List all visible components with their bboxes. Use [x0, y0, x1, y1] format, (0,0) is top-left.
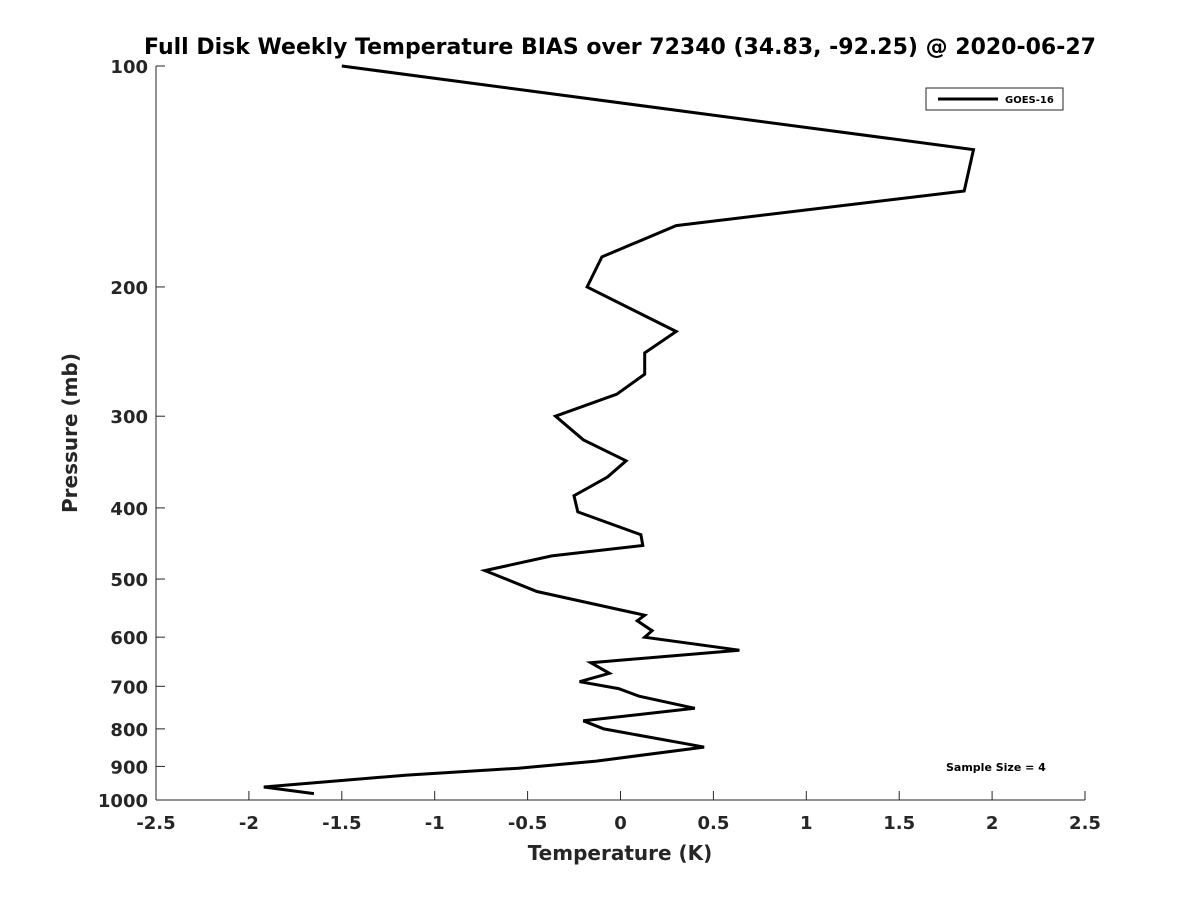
series-layer	[263, 64, 976, 796]
y-axis-label: Pressure (mb)	[58, 353, 82, 513]
x-tick-label: 2	[986, 813, 999, 834]
x-tick-label: 2.5	[1069, 813, 1101, 834]
y-tick-label: 500	[110, 570, 148, 591]
x-tick-label: -2.5	[136, 813, 175, 834]
x-tick-label: -1	[425, 813, 445, 834]
y-tick-label: 100	[110, 57, 148, 78]
y-tick-label: 700	[110, 677, 148, 698]
y-tick-label: 1000	[98, 791, 148, 812]
x-tick-label: 1.5	[883, 813, 915, 834]
x-tick-label: -1.5	[322, 813, 361, 834]
y-tick-label: 900	[110, 757, 148, 778]
y-ticks: 100 200 300 400 500 600 700 800 900 1000	[98, 57, 165, 812]
y-tick-label: 600	[110, 628, 148, 649]
x-tick-label: 1	[800, 813, 813, 834]
legend: GOES-16	[925, 87, 1064, 111]
x-tick-label: 0	[614, 813, 627, 834]
legend-label: GOES-16	[1005, 95, 1054, 106]
chart-title: Full Disk Weekly Temperature BIAS over 7…	[144, 35, 1096, 60]
x-tick-label: -0.5	[508, 813, 547, 834]
x-axis-label: Temperature (K)	[528, 841, 713, 865]
x-ticks: -2.5 -2 -1.5 -1 -0.5 0 0.5 1 1.5 2 2.5	[136, 791, 1101, 834]
y-tick-label: 300	[110, 407, 148, 428]
y-tick-label: 400	[110, 499, 148, 520]
sample-size-annotation: Sample Size = 4	[946, 761, 1046, 774]
x-tick-label: -2	[239, 813, 259, 834]
series-line-goes-16	[263, 64, 976, 796]
y-tick-label: 200	[110, 278, 148, 299]
y-tick-label: 800	[110, 720, 148, 741]
x-tick-label: 0.5	[697, 813, 729, 834]
